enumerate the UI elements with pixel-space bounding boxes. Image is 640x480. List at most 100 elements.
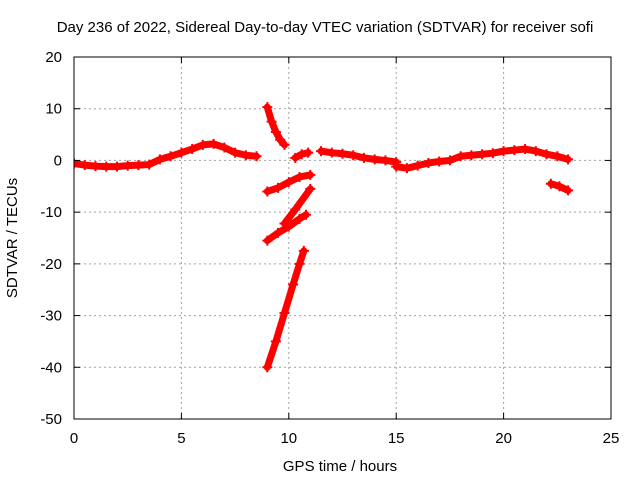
y-axis-label: SDTVAR / TECUs bbox=[4, 178, 21, 298]
data-point bbox=[337, 148, 348, 159]
data-point bbox=[270, 126, 281, 137]
data-point bbox=[279, 139, 290, 150]
y-tick-label: 20 bbox=[45, 49, 62, 66]
data-point bbox=[316, 146, 327, 157]
data-point bbox=[520, 144, 531, 155]
series-arc-8 bbox=[316, 146, 402, 167]
data-point bbox=[165, 151, 176, 162]
data-point bbox=[74, 158, 79, 169]
data-point bbox=[391, 161, 402, 172]
data-point bbox=[348, 150, 359, 161]
data-point bbox=[434, 156, 445, 167]
x-tick-label: 25 bbox=[603, 430, 620, 447]
data-point bbox=[444, 155, 455, 166]
x-axis-label: GPS time / hours bbox=[283, 458, 397, 475]
data-point bbox=[273, 182, 284, 193]
tick-labels: 0 5 10 15 20 25 -50 -40 -30 -20 -10 0 10 20 bbox=[40, 49, 619, 447]
y-tick-label: -40 bbox=[40, 359, 62, 376]
data-point bbox=[296, 149, 307, 160]
grid bbox=[74, 57, 611, 419]
data-point bbox=[530, 146, 541, 157]
data-point bbox=[79, 160, 90, 171]
data-point bbox=[401, 163, 412, 174]
data-point bbox=[275, 134, 286, 145]
data-point bbox=[369, 154, 380, 165]
data-point bbox=[305, 183, 316, 194]
data-point bbox=[303, 147, 314, 158]
series-arc-4 bbox=[262, 169, 316, 197]
data-point bbox=[122, 160, 133, 171]
data-point bbox=[423, 158, 434, 169]
data-point bbox=[273, 227, 284, 238]
data-point bbox=[487, 148, 498, 159]
data-point bbox=[101, 161, 112, 172]
y-tick-label: -30 bbox=[40, 308, 62, 325]
data-point bbox=[262, 362, 273, 373]
data-point bbox=[563, 185, 574, 196]
data-point bbox=[294, 258, 305, 269]
y-tick-label: 0 bbox=[54, 152, 62, 169]
data-point bbox=[545, 178, 556, 189]
data-point bbox=[455, 151, 466, 162]
series-arc-1 bbox=[74, 138, 262, 172]
data-point bbox=[563, 154, 574, 165]
data-point bbox=[298, 245, 309, 256]
data-point bbox=[290, 204, 301, 215]
data-point bbox=[262, 235, 273, 246]
series-arc-9 bbox=[391, 144, 574, 174]
data-point bbox=[90, 161, 101, 172]
data-point bbox=[262, 102, 273, 113]
chart-title: Day 236 of 2022, Sidereal Day-to-day VTE… bbox=[57, 19, 594, 36]
data-point bbox=[279, 307, 290, 318]
data-point bbox=[294, 213, 305, 224]
y-tick-label: 10 bbox=[45, 101, 62, 118]
series-arc-7 bbox=[262, 245, 309, 373]
data-point bbox=[279, 218, 290, 229]
axis-ticks bbox=[73, 56, 612, 420]
series-arc-6 bbox=[279, 183, 316, 229]
data-series bbox=[74, 102, 574, 373]
data-point bbox=[326, 147, 337, 158]
data-point bbox=[300, 209, 311, 220]
data-point bbox=[305, 169, 316, 180]
data-point bbox=[208, 138, 219, 149]
data-point bbox=[466, 150, 477, 161]
data-point bbox=[412, 160, 423, 171]
data-point bbox=[283, 177, 294, 188]
data-point bbox=[144, 159, 155, 170]
x-tick-label: 15 bbox=[388, 430, 405, 447]
x-tick-label: 10 bbox=[280, 430, 297, 447]
x-tick-label: 5 bbox=[177, 430, 185, 447]
data-point bbox=[187, 144, 198, 155]
data-point bbox=[552, 151, 563, 162]
data-point bbox=[290, 152, 301, 163]
data-point bbox=[197, 139, 208, 150]
series-arc-10 bbox=[545, 178, 574, 196]
y-tick-label: -50 bbox=[40, 411, 62, 428]
data-point bbox=[270, 336, 281, 347]
data-point bbox=[230, 147, 241, 158]
data-point bbox=[240, 150, 251, 161]
data-point bbox=[294, 171, 305, 182]
y-tick-label: -20 bbox=[40, 256, 62, 273]
data-point bbox=[133, 160, 144, 171]
series-arc-2 bbox=[262, 102, 290, 150]
plot-frame bbox=[73, 56, 612, 420]
data-point bbox=[266, 116, 277, 127]
x-tick-label: 20 bbox=[495, 430, 512, 447]
x-tick-label: 0 bbox=[70, 430, 78, 447]
data-point bbox=[111, 161, 122, 172]
data-point bbox=[262, 186, 273, 197]
data-point bbox=[541, 149, 552, 160]
data-point bbox=[219, 142, 230, 153]
data-point bbox=[509, 145, 520, 156]
data-point bbox=[251, 151, 262, 162]
data-point bbox=[288, 279, 299, 290]
data-point bbox=[380, 155, 391, 166]
data-point bbox=[358, 152, 369, 163]
y-tick-label: -10 bbox=[40, 204, 62, 221]
series-arc-3 bbox=[290, 147, 314, 163]
data-point bbox=[554, 181, 565, 192]
data-point bbox=[498, 146, 509, 157]
